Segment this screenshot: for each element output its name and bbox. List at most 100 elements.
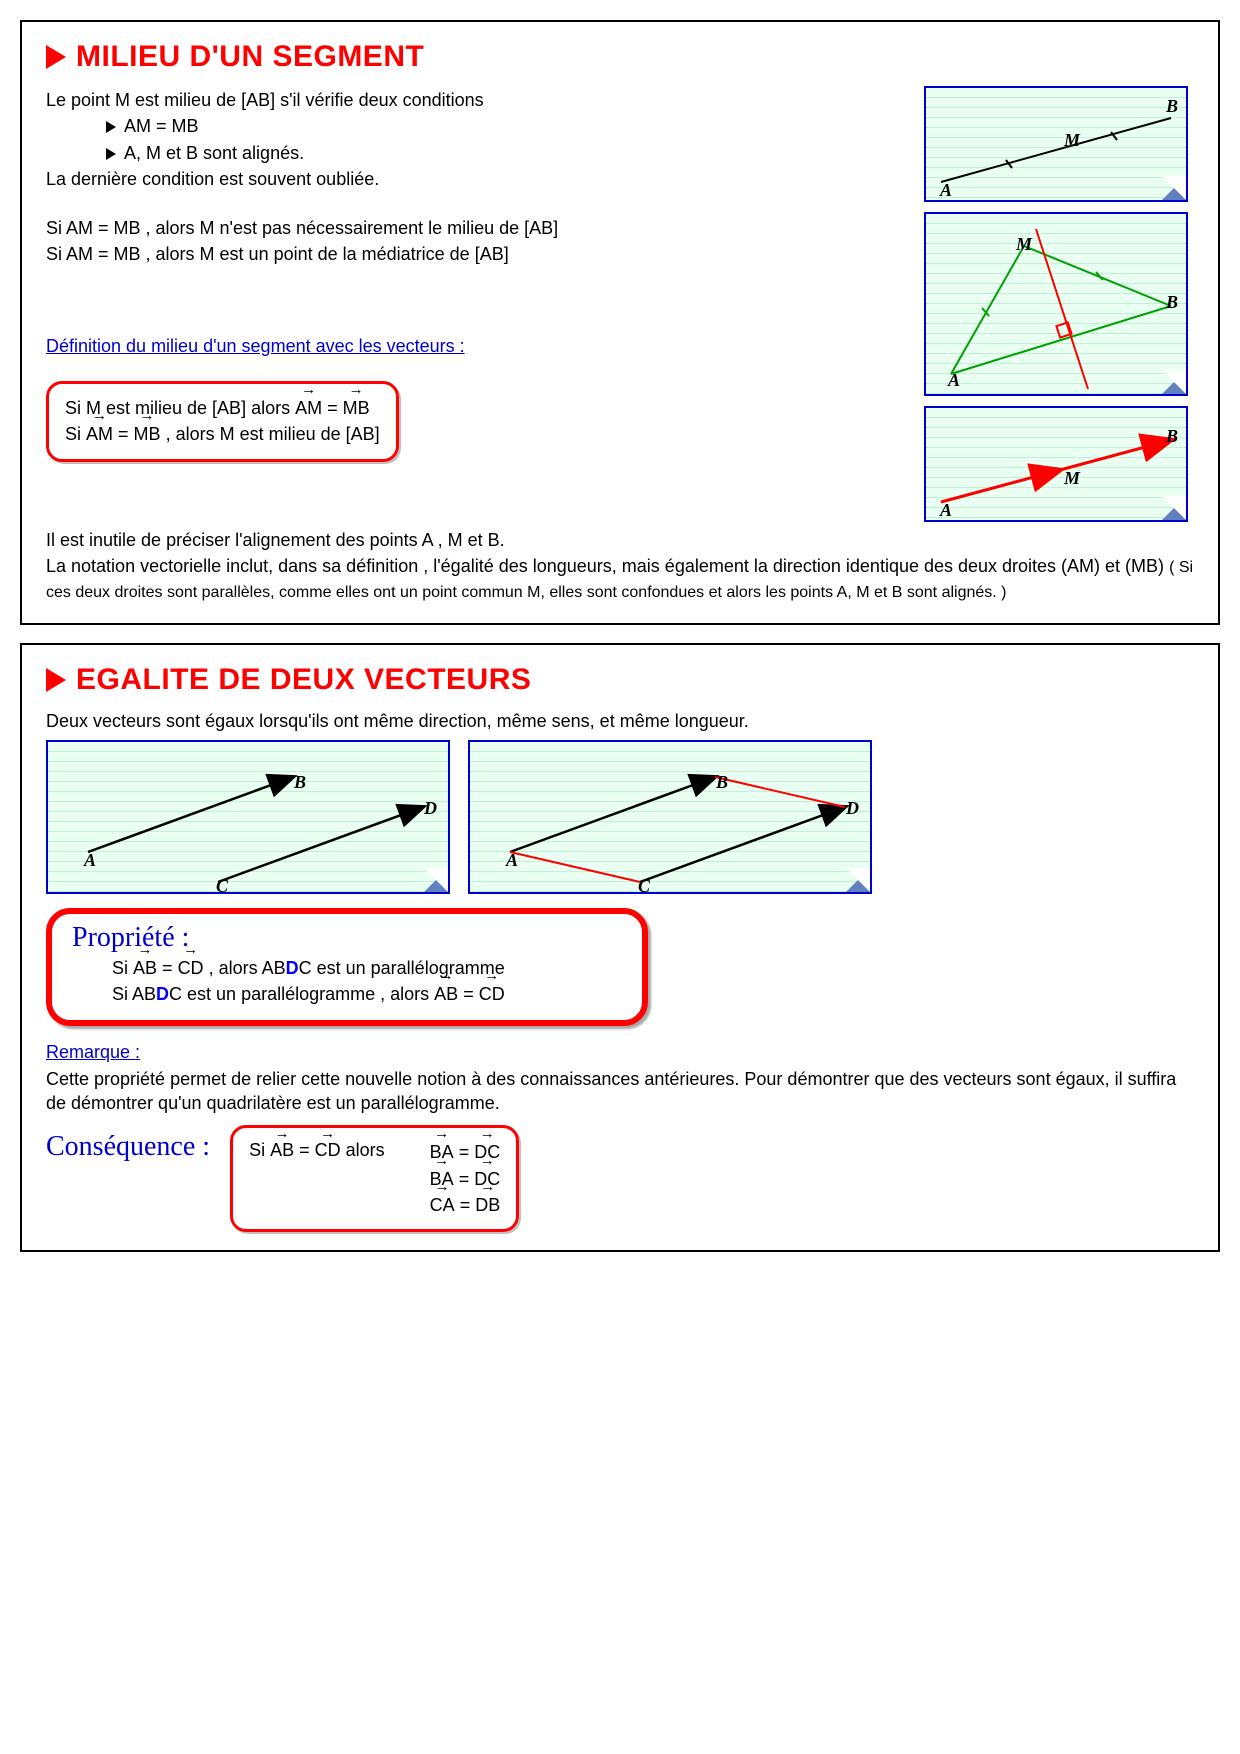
property-box: Propriété : Si AB = CD , alors ABDC est …	[46, 908, 648, 1027]
pl1-eq: =	[162, 958, 178, 978]
triangle-bullet-icon	[46, 45, 66, 69]
remark-text: Cette propriété permet de relier cette n…	[46, 1067, 1194, 1116]
section2-title: EGALITE DE DEUX VECTEURS	[46, 663, 1194, 697]
pl2b: D	[156, 984, 169, 1004]
s1-line-after: La dernière condition est souvent oublié…	[46, 167, 906, 191]
s1-bullet2: A, M et B sont alignés.	[106, 141, 906, 165]
fig5-A: A	[506, 850, 518, 871]
fig4-D: D	[424, 798, 437, 819]
pl2c: C est un parallélogramme , alors	[169, 984, 434, 1004]
s1-bullet2-text: A, M et B sont alignés.	[124, 143, 304, 163]
cons-v2: CD	[315, 1140, 341, 1161]
figure-mediatrice: A M B	[924, 212, 1188, 396]
fig3-A: A	[940, 500, 952, 521]
section-milieu: MILIEU D'UN SEGMENT Le point M est milie…	[20, 20, 1220, 625]
page-fold-icon	[1162, 496, 1186, 520]
cr3b: DB	[475, 1193, 500, 1217]
pl2-vec1: AB	[434, 982, 458, 1006]
page-fold-icon	[1162, 370, 1186, 394]
section1-title-text: MILIEU D'UN SEGMENT	[76, 40, 424, 74]
pl1-vec2: CD	[178, 956, 204, 980]
fig3-B: B	[1166, 426, 1178, 447]
cr1eq: =	[454, 1142, 475, 1162]
section1-text-col: Le point M est milieu de [AB] s'il vérif…	[46, 86, 906, 462]
fig2-A: A	[948, 370, 960, 391]
figure-parallelogram: A B C D	[468, 740, 872, 894]
section2-fig-row: A B C D A B C D	[46, 740, 1194, 894]
s1-p2b: Si AM = MB , alors M est un point de la …	[46, 242, 906, 266]
rb-l2-vec2: MB	[134, 422, 161, 446]
cr3eq: =	[455, 1195, 476, 1215]
fig4-C: C	[216, 876, 228, 897]
section-egalite: EGALITE DE DEUX VECTEURS Deux vecteurs s…	[20, 643, 1220, 1252]
cons-left: Si AB = CD alors	[249, 1138, 385, 1161]
pl2a: Si AB	[112, 984, 156, 1004]
s1-p3a: Il est inutile de préciser l'alignement …	[46, 528, 1194, 552]
figure-equal-vectors: A B C D	[46, 740, 450, 894]
section1-figs-col: A M B A M B	[924, 86, 1194, 522]
figure-mediatrice-svg	[926, 214, 1186, 394]
cr3a: CA	[430, 1193, 455, 1217]
cons-r3: CA = DB	[430, 1193, 501, 1217]
prop-line2: Si ABDC est un parallélogramme , alors A…	[112, 982, 622, 1006]
pl1-vec1: AB	[133, 956, 157, 980]
prop-line1: Si AB = CD , alors ABDC est un parallélo…	[112, 956, 622, 980]
remark-label: Remarque :	[46, 1042, 140, 1062]
cons-post: alors	[346, 1140, 385, 1160]
fig4-A: A	[84, 850, 96, 871]
pl1b: , alors AB	[209, 958, 286, 978]
pl1c: D	[286, 958, 299, 978]
s1-def-link: Définition du milieu d'un segment avec l…	[46, 334, 906, 358]
chevron-right-icon	[106, 148, 116, 160]
s1-bullet1: AM = MB	[106, 114, 906, 138]
figure-vectors-svg	[926, 408, 1186, 520]
fig1-A: A	[940, 180, 952, 201]
figure-parallelogram-svg	[470, 742, 870, 892]
figure-vectors: A M B	[924, 406, 1188, 522]
section1-title: MILIEU D'UN SEGMENT	[46, 40, 1194, 74]
cons-pre: Si	[249, 1140, 270, 1160]
cons-v1: AB	[270, 1140, 294, 1161]
rb-l1-vec1: AM	[295, 396, 322, 420]
s1-redbox: Si M est milieu de [AB] alors AM = MB Si…	[46, 381, 399, 462]
s1-bullets: AM = MB A, M et B sont alignés.	[106, 114, 906, 165]
chevron-right-icon	[106, 121, 116, 133]
pl2-vec2: CD	[479, 982, 505, 1006]
cr2eq: =	[454, 1169, 475, 1189]
fig2-M: M	[1016, 234, 1032, 255]
s2-intro: Deux vecteurs sont égaux lorsqu'ils ont …	[46, 709, 1194, 733]
page-fold-icon	[424, 868, 448, 892]
s1-p3b: La notation vectorielle inclut, dans sa …	[46, 554, 1194, 603]
page-fold-icon	[846, 868, 870, 892]
triangle-bullet-icon	[46, 668, 66, 692]
remark-label-wrap: Remarque :	[46, 1040, 1194, 1064]
pl2-eq: =	[463, 984, 479, 1004]
s1-bullet1-text: AM = MB	[124, 116, 199, 136]
consequence-label: Conséquence :	[46, 1125, 210, 1163]
cons-right: BA = DC BA = DC CA = DB	[430, 1138, 501, 1219]
fig1-M: M	[1064, 130, 1080, 151]
fig5-D: D	[846, 798, 859, 819]
consequence-box: Si AB = CD alors BA = DC BA = DC CA = DB	[230, 1125, 519, 1232]
consequence-row: Conséquence : Si AB = CD alors BA = DC B…	[46, 1125, 1194, 1232]
fig5-B: B	[716, 772, 728, 793]
fig2-B: B	[1166, 292, 1178, 313]
fig4-B: B	[294, 772, 306, 793]
fig3-M: M	[1064, 468, 1080, 489]
s1-intro: Le point M est milieu de [AB] s'il vérif…	[46, 88, 906, 112]
s1-redbox-l2: Si AM = MB , alors M est milieu de [AB]	[65, 422, 380, 446]
rb-l2-vec1: AM	[86, 422, 113, 446]
rb-l2a: Si	[65, 424, 86, 444]
rb-l1-eq: =	[327, 398, 343, 418]
section1-row1: Le point M est milieu de [AB] s'il vérif…	[46, 86, 1194, 522]
figure-midpoint-svg	[926, 88, 1186, 200]
figure-midpoint: A M B	[924, 86, 1188, 202]
pl1a: Si	[112, 958, 133, 978]
figure-equal-vectors-svg	[48, 742, 448, 892]
page-fold-icon	[1162, 176, 1186, 200]
rb-l1-vec2: MB	[343, 396, 370, 420]
fig1-B: B	[1166, 96, 1178, 117]
fig5-C: C	[638, 876, 650, 897]
section2-title-text: EGALITE DE DEUX VECTEURS	[76, 663, 531, 697]
pl1d: C est un parallélogramme	[299, 958, 505, 978]
